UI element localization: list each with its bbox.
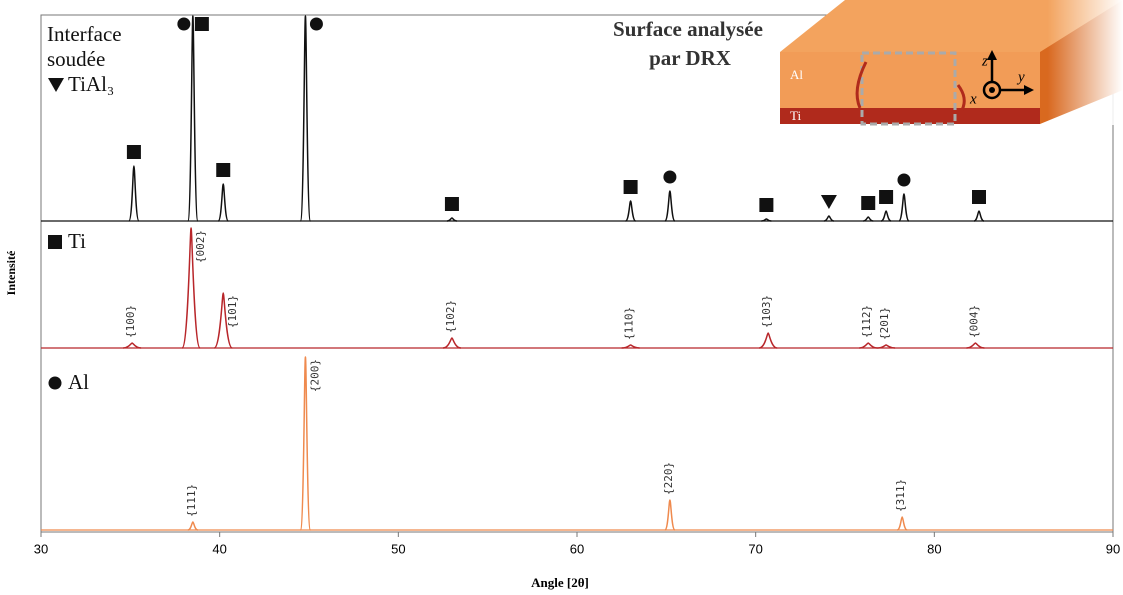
peak xyxy=(621,344,640,349)
peak xyxy=(181,227,201,349)
peak-label: {311} xyxy=(894,479,907,512)
peak xyxy=(187,15,199,222)
peak xyxy=(217,183,229,222)
peak xyxy=(442,337,462,349)
peak xyxy=(187,521,199,531)
peak xyxy=(877,344,896,349)
axis-label: y xyxy=(1016,69,1025,85)
marker-square xyxy=(861,196,876,210)
legend-entry: Interface soudée xyxy=(47,22,122,71)
arrow xyxy=(1024,85,1034,95)
marker-circle xyxy=(177,17,191,31)
marker-square xyxy=(879,190,894,204)
inset-title: Surface analysée xyxy=(613,17,763,41)
peak xyxy=(761,218,772,222)
peak xyxy=(446,217,458,222)
peak xyxy=(664,190,676,222)
peak xyxy=(966,342,985,349)
marker-square xyxy=(759,198,774,212)
marker-triangle xyxy=(820,195,837,209)
layer-label: Al xyxy=(790,67,803,82)
legend-entry: Ti xyxy=(68,229,86,253)
peak xyxy=(123,342,142,349)
peak xyxy=(863,216,874,222)
peak-label: {102} xyxy=(444,300,457,333)
axis-x-dot xyxy=(989,87,995,93)
x-tick-label: 40 xyxy=(212,541,226,556)
x-tick-label: 70 xyxy=(748,541,762,556)
x-tick-label: 50 xyxy=(391,541,405,556)
peak-label: {200} xyxy=(308,359,321,392)
peak-label: {101} xyxy=(226,295,239,328)
peak xyxy=(880,210,892,222)
marker-square xyxy=(48,235,62,249)
x-tick-label: 30 xyxy=(34,541,48,556)
legend-entry: TiAl₃ xyxy=(68,72,115,96)
peak-label: {111} xyxy=(185,484,198,517)
weld-line xyxy=(956,84,966,111)
marker-square xyxy=(623,180,638,194)
peak xyxy=(758,332,778,349)
peak xyxy=(859,342,878,349)
fade xyxy=(780,0,1123,125)
x-tick-label: 60 xyxy=(570,541,584,556)
peak-label: {004} xyxy=(967,305,980,338)
peak xyxy=(896,516,908,531)
peak-label: {110} xyxy=(623,307,636,340)
marker-square xyxy=(194,17,209,31)
marker-circle xyxy=(663,170,677,184)
peak-label: {112} xyxy=(860,305,873,338)
arrow xyxy=(987,50,997,60)
peak xyxy=(213,292,233,349)
marker-triangle xyxy=(48,78,64,92)
marker-square xyxy=(216,163,231,177)
x-tick-label: 90 xyxy=(1106,541,1120,556)
peak xyxy=(973,210,985,222)
marker-circle xyxy=(897,173,911,187)
peak xyxy=(823,215,835,222)
marker-square xyxy=(444,197,459,211)
marker-circle xyxy=(48,376,62,390)
peak xyxy=(624,200,637,222)
marker-square xyxy=(126,145,141,159)
peak-label: {103} xyxy=(760,295,773,328)
axis-label: x xyxy=(969,91,977,107)
x-axis-label: Angle [2θ] xyxy=(531,575,589,590)
marker-circle xyxy=(309,17,323,31)
axis-label: z xyxy=(981,53,988,69)
peak xyxy=(299,15,312,222)
peak xyxy=(299,356,312,531)
legend-entry: Al xyxy=(68,370,89,394)
peak xyxy=(664,499,676,531)
inset-title: par DRX xyxy=(649,46,731,70)
peak xyxy=(128,165,140,222)
peak-label: {201} xyxy=(878,307,891,340)
peak-label: {220} xyxy=(662,462,675,495)
x-tick-label: 80 xyxy=(927,541,941,556)
marker-square xyxy=(972,190,986,204)
analysed-area xyxy=(860,51,957,126)
weld-line xyxy=(855,61,868,109)
peak xyxy=(898,193,910,222)
inset: Al Ti z y x Surface analysée par DRX xyxy=(613,0,1123,126)
layer-label: Ti xyxy=(790,108,801,123)
peak-label: {002} xyxy=(194,230,207,263)
y-axis-label: Intensité xyxy=(4,250,18,295)
peak-label: {100} xyxy=(124,305,137,338)
